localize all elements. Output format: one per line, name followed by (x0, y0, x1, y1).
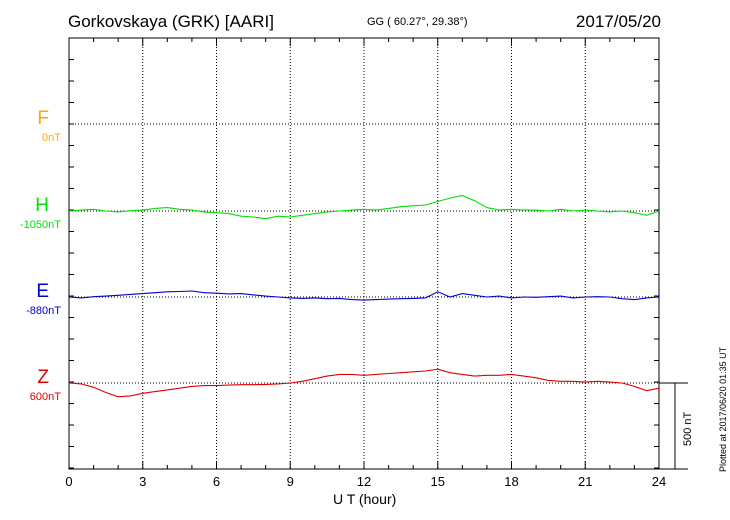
date-label: 2017/05/20 (575, 12, 661, 31)
channel-z-baseline: 600nT (29, 391, 61, 403)
channel-h-label: H (35, 195, 49, 216)
coordinates-label: GG ( 60.27°, 29.38°) (367, 16, 468, 28)
x-axis-label: U T (hour) (333, 491, 397, 507)
channel-z-label: Z (37, 367, 49, 388)
x-tick-label: 18 (504, 474, 518, 489)
x-tick-label: 15 (431, 474, 445, 489)
scale-bar-label: 500 nT (682, 411, 694, 446)
x-tick-label: 9 (287, 474, 294, 489)
x-tick-label: 6 (213, 474, 220, 489)
series-line-z (68, 368, 660, 398)
plotted-timestamp: Plotted at 2017/06/20 01:35 UT (718, 346, 728, 472)
x-tick-label: 21 (578, 474, 592, 489)
x-tick-label: 3 (139, 474, 146, 489)
station-title: Gorkovskaya (GRK) [AARI] (68, 12, 274, 31)
channel-e-baseline: -880nT (26, 305, 61, 317)
x-tick-label: 12 (357, 474, 371, 489)
series-line-e (68, 290, 660, 301)
channel-f-label: F (37, 108, 49, 129)
x-tick-label: 24 (652, 474, 666, 489)
series-line-h (68, 194, 660, 220)
channel-e-label: E (36, 281, 49, 302)
x-tick-label: 0 (65, 474, 72, 489)
channel-f-baseline: 0nT (42, 132, 61, 144)
channel-h-baseline: -1050nT (20, 219, 61, 231)
